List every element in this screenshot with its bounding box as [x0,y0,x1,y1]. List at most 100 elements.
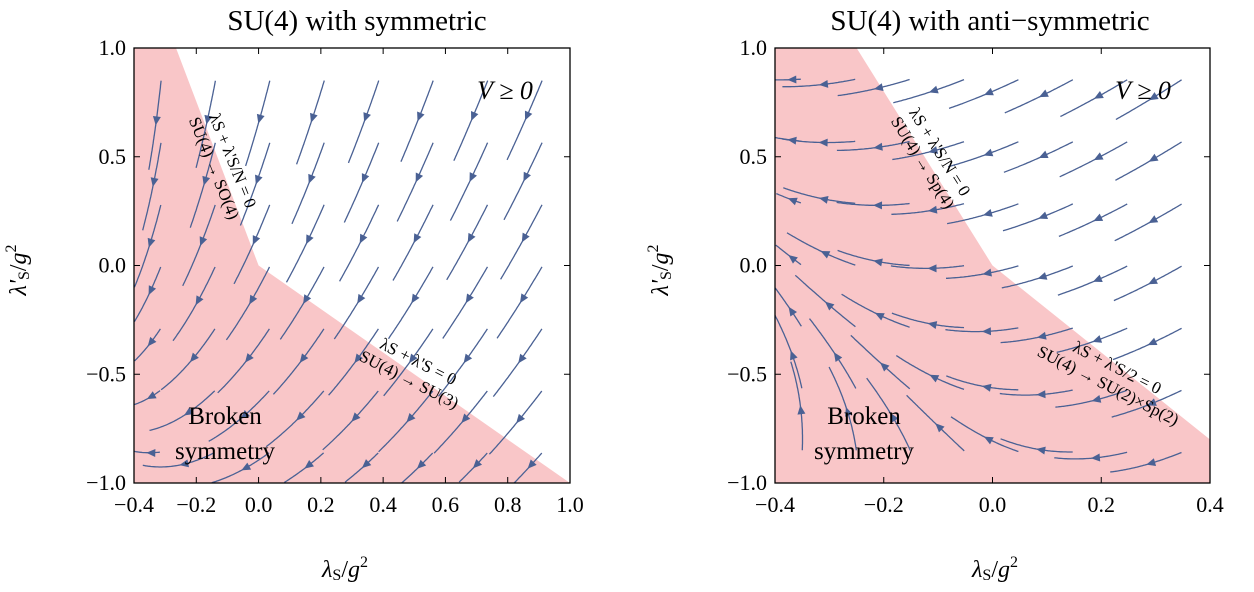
streamline [1056,327,1128,354]
y-tick-label: 0.5 [740,144,768,169]
x-tick-label: 0.0 [979,492,1007,517]
streamline [1004,79,1074,114]
streamline [837,249,910,267]
flow-arrow [308,173,316,184]
panel-title: SU(4) with anti−symmetric [830,5,1149,37]
panel-symmetric: SU(4) with symmetric −0.4 −0.2 0.0 0.2 0.4 0.… [3,5,584,584]
flow-arrow [148,285,157,296]
streamline [272,328,325,395]
streamline [396,142,434,222]
streamline [217,328,270,394]
flow-arrow [351,412,361,422]
x-tick-label: −0.4 [755,492,795,517]
streamline [950,416,1019,453]
flow-arrow [818,138,828,147]
flow-arrow [1037,272,1048,280]
flow-arrow [1090,453,1101,462]
flow-arrow [873,142,883,151]
flow-arrow [240,410,250,419]
flow-arrow [411,293,420,304]
flow-arrow [249,294,258,305]
y-axis-label: λ'S/g2 [3,244,33,296]
flow-arrow [472,459,483,469]
flow-arrow [150,177,159,187]
flow-arrow [469,172,477,182]
stable-region-label: V ≥ 0 [477,76,533,105]
flow-arrow [306,234,314,245]
streamline [387,266,434,340]
streamline [1059,141,1128,178]
streamline [1000,327,1073,344]
flow-arrow [518,353,527,364]
streamline [836,201,910,207]
streamline [433,390,488,454]
streamline [947,203,1019,225]
streamline [133,266,162,322]
flow-arrow [1148,153,1159,162]
flow-arrow [299,353,309,363]
x-tick-label: −0.2 [176,492,216,517]
x-tick-label: 0.0 [245,492,273,517]
flow-arrow [787,75,797,84]
streamline [400,80,434,162]
streamline [828,366,857,451]
flow-arrow [788,255,798,264]
streamline [233,204,271,285]
flow-arrow [929,374,940,383]
streamline [492,328,543,398]
flow-arrow [1092,335,1103,343]
flow-arrow [1093,152,1104,161]
flow-arrow [790,350,798,361]
flow-arrow [928,85,939,94]
flow-arrow [873,83,884,91]
streamline [339,204,380,282]
flow-arrow [361,459,372,469]
streamline [948,79,1019,110]
flow-arrow [820,251,831,259]
flow-arrow [184,407,194,416]
flow-arrow [788,306,797,317]
broken-region-fill [134,48,570,483]
x-tick-label: 0.8 [494,492,522,517]
flow-arrow [255,174,263,185]
streamline [790,361,804,451]
streamline [1113,265,1182,302]
x-ticks: −0.4 −0.2 0.0 0.2 0.4 0.6 0.8 1.0 [114,48,584,517]
flow-arrow [874,312,885,321]
streamline [1002,203,1074,232]
flow-arrow [927,205,938,214]
streamline [142,142,162,231]
x-tick-label: 0.2 [1088,492,1116,517]
x-tick-label: 0.6 [432,492,460,517]
flow-arrow [1148,92,1159,101]
flow-arrow [152,115,161,126]
streamline [1060,79,1128,118]
y-tick-label: 1.0 [99,35,127,60]
flow-arrow [461,413,471,423]
flow-arrow [818,195,829,204]
flow-arrow [523,171,531,182]
x-tick-label: −0.2 [864,492,904,517]
streamline [837,78,910,97]
streamline [1054,451,1128,460]
streamline [774,287,802,327]
streamline [891,203,965,215]
streamline [239,142,271,226]
streamline [1003,141,1074,173]
x-ticks: −0.4 −0.2 0.0 0.2 0.4 [755,48,1224,517]
flow-arrow [146,448,156,457]
streamline [295,80,325,165]
flow-arrow [845,407,853,417]
streamline [892,141,965,161]
streamline [160,328,216,391]
streamline [142,452,215,468]
x-axis-label: λS/g2 [321,554,368,584]
flow-arrow [818,79,829,88]
flow-arrow [252,235,261,245]
x-tick-label: 1.0 [556,492,584,517]
streamline [774,315,803,389]
y-axis-label: λ'S/g2 [645,244,675,296]
streamline [782,78,856,88]
streamline [945,327,1019,333]
